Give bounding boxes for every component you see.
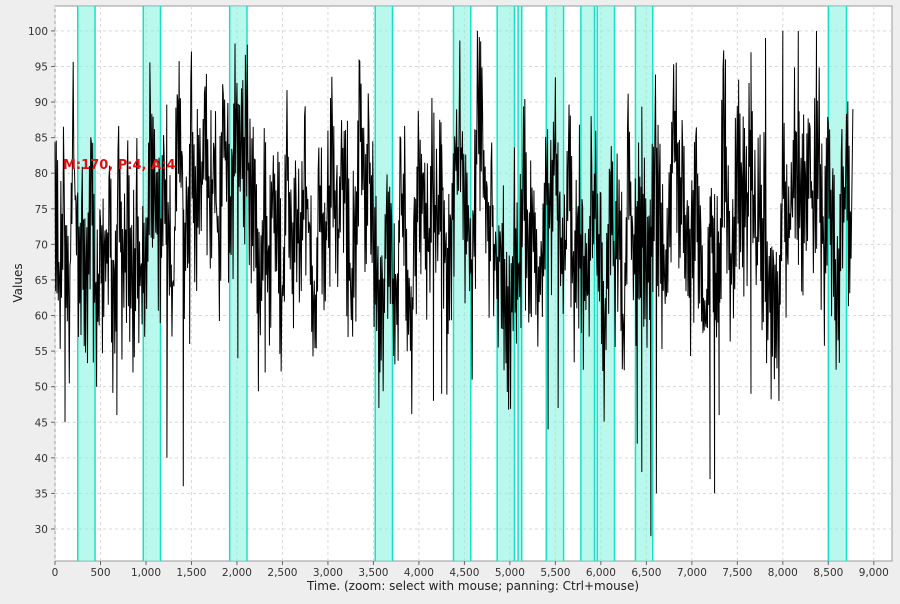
x-tick-label: 6,000 bbox=[586, 567, 616, 579]
x-tick-label: 3,500 bbox=[358, 567, 388, 579]
x-tick-label: 500 bbox=[90, 567, 110, 579]
x-tick-label: 3,000 bbox=[313, 567, 343, 579]
highlight-band bbox=[143, 6, 161, 561]
highlight-band bbox=[453, 6, 471, 561]
x-tick-label: 7,500 bbox=[722, 567, 752, 579]
y-tick-label: 80 bbox=[35, 168, 48, 180]
y-axis-label: Values bbox=[11, 263, 25, 302]
x-tick-label: 8,500 bbox=[813, 567, 843, 579]
x-tick-label: 0 bbox=[52, 567, 59, 579]
y-tick-label: 60 bbox=[35, 311, 48, 323]
y-tick-label: 95 bbox=[35, 61, 48, 73]
x-tick-label: 2,000 bbox=[222, 567, 252, 579]
annotation-label: M:170, P:4, A:4 bbox=[63, 158, 176, 173]
x-tick-label: 2,500 bbox=[267, 567, 297, 579]
y-tick-label: 30 bbox=[35, 524, 48, 536]
x-tick-label: 7,000 bbox=[677, 567, 707, 579]
y-tick-label: 65 bbox=[35, 275, 48, 287]
y-tick-label: 35 bbox=[35, 488, 48, 500]
highlight-band bbox=[597, 6, 615, 561]
x-tick-label: 5,500 bbox=[540, 567, 570, 579]
x-tick-label: 4,000 bbox=[404, 567, 434, 579]
x-tick-label: 8,000 bbox=[768, 567, 798, 579]
y-tick-label: 85 bbox=[35, 133, 48, 145]
x-axis-label: Time. (zoom: select with mouse; panning:… bbox=[306, 579, 639, 593]
plot-area[interactable] bbox=[54, 5, 893, 562]
axes: 0 500 1,000 1,500 2,000 2,500 3,000 3,500 4,000 4… bbox=[28, 26, 889, 579]
y-tick-label: 40 bbox=[35, 453, 48, 465]
y-tick-label: 90 bbox=[35, 97, 48, 109]
y-tick-label: 70 bbox=[35, 239, 48, 251]
x-tick-label: 4,500 bbox=[449, 567, 479, 579]
highlight-band bbox=[497, 6, 515, 561]
highlight-bands bbox=[76, 6, 848, 561]
x-tick-label: 1,500 bbox=[176, 567, 206, 579]
y-tick-label: 75 bbox=[35, 204, 48, 216]
y-tick-label: 45 bbox=[35, 417, 48, 429]
y-tick-label: 55 bbox=[35, 346, 48, 358]
y-tick-label: 100 bbox=[28, 26, 48, 38]
x-tick-label: 1,000 bbox=[131, 567, 161, 579]
x-tick-label: 6,500 bbox=[631, 567, 661, 579]
series-line bbox=[54, 30, 854, 537]
series-layer bbox=[54, 30, 854, 537]
y-tick-label: 50 bbox=[35, 382, 48, 394]
x-tick-label: 5,000 bbox=[495, 567, 525, 579]
x-tick-label: 9,000 bbox=[859, 567, 889, 579]
